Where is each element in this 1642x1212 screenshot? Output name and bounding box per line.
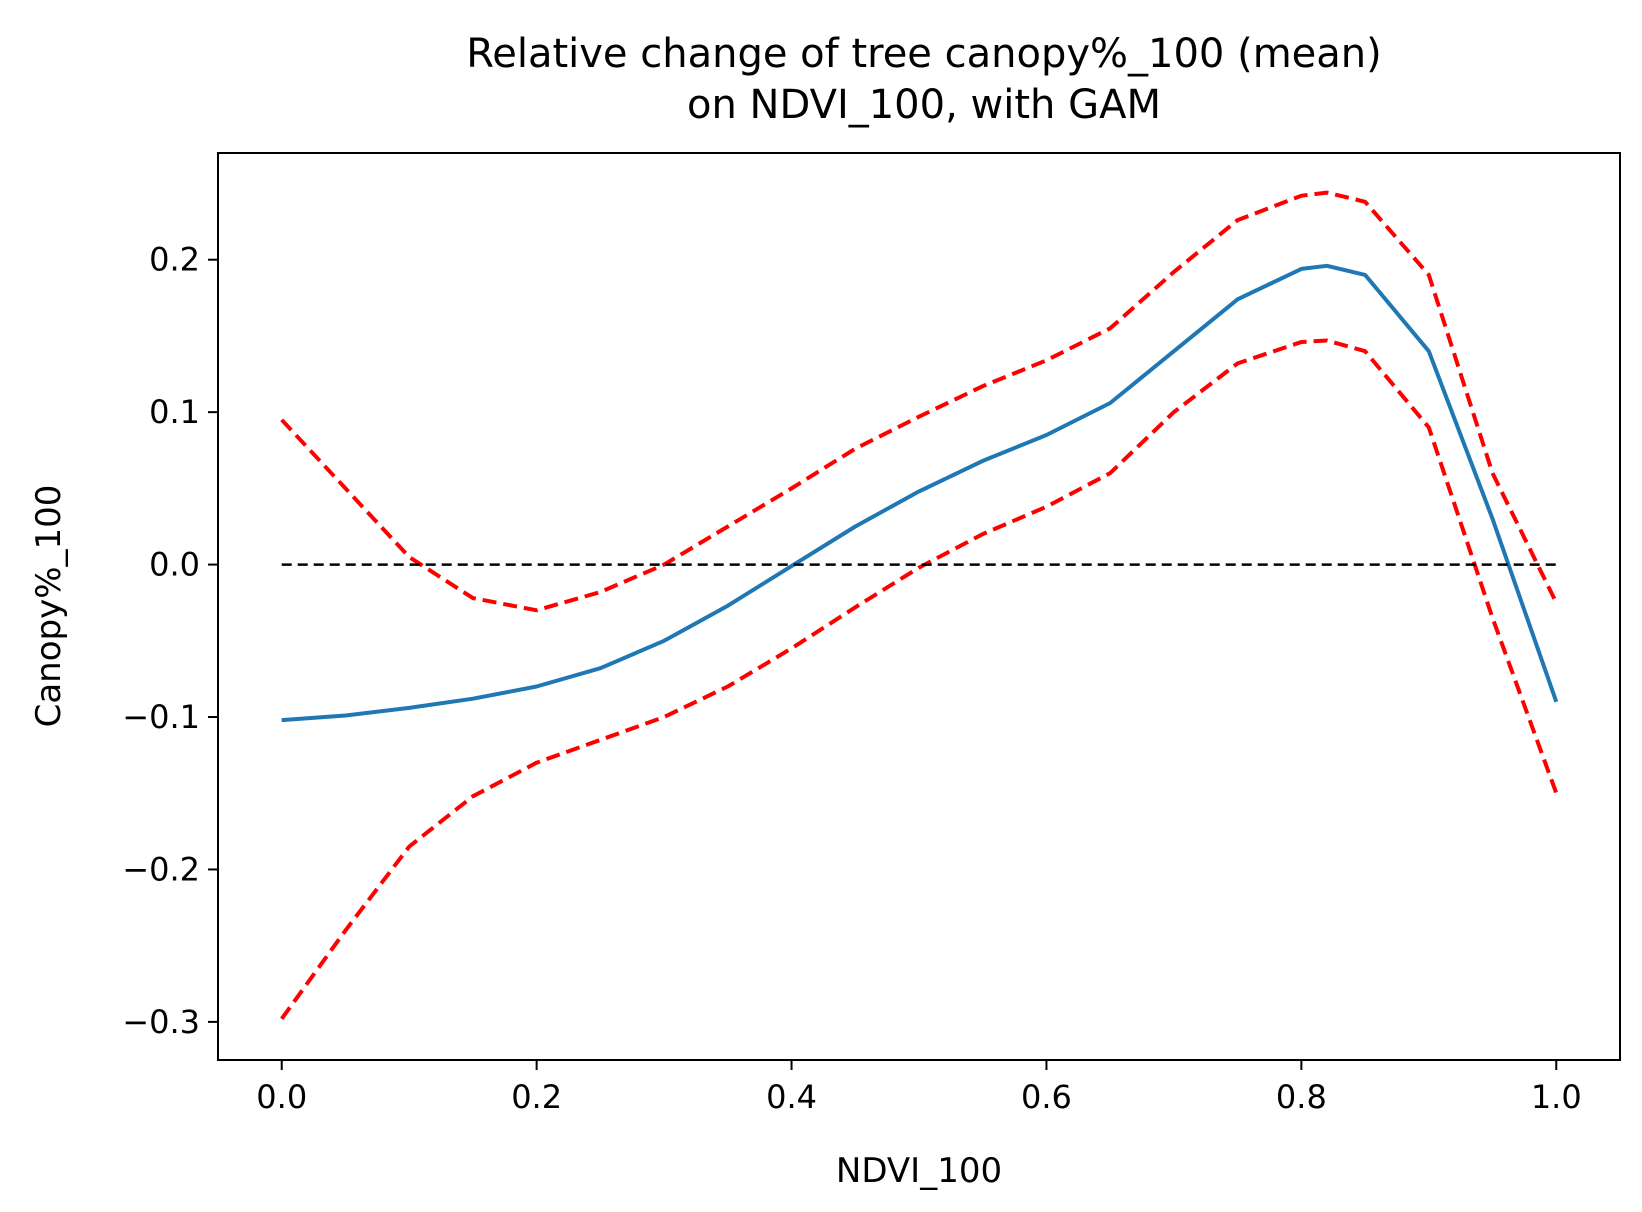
y-tick-label: −0.1	[122, 698, 200, 736]
x-tick-label: 0.8	[1276, 1078, 1327, 1116]
x-axis-label: NDVI_100	[836, 1151, 1002, 1191]
chart-subtitle: on NDVI_100, with GAM	[687, 82, 1161, 128]
y-axis: −0.3 −0.2 −0.1 0.0 0.1 0.2	[122, 241, 218, 1041]
x-axis: 0.0 0.2 0.4 0.6 0.8 1.0	[256, 1060, 1582, 1116]
x-tick-label: 0.6	[1021, 1078, 1072, 1116]
series-line-upper-bound	[280, 190, 1559, 613]
series-layer	[280, 190, 1559, 1020]
y-axis-label: Canopy%_100	[29, 485, 69, 728]
chart-title: Relative change of tree canopy%_100 (mea…	[466, 31, 1382, 77]
plot-area	[217, 152, 1621, 1061]
y-tick-label: −0.2	[122, 850, 200, 888]
x-tick-label: 1.0	[1531, 1078, 1582, 1116]
x-tick-label: 0.0	[256, 1078, 307, 1116]
x-tick-label: 0.2	[511, 1078, 562, 1116]
y-tick-label: 0.2	[149, 241, 200, 279]
series-line-lower-bound	[280, 338, 1559, 1020]
y-tick-label: 0.1	[149, 393, 200, 431]
plot-frame	[217, 152, 1621, 1061]
y-tick-label: 0.0	[149, 546, 200, 584]
series-line-estimate	[281, 263, 1559, 723]
x-tick-label: 0.4	[766, 1078, 817, 1116]
y-tick-label: −0.3	[122, 1003, 200, 1041]
